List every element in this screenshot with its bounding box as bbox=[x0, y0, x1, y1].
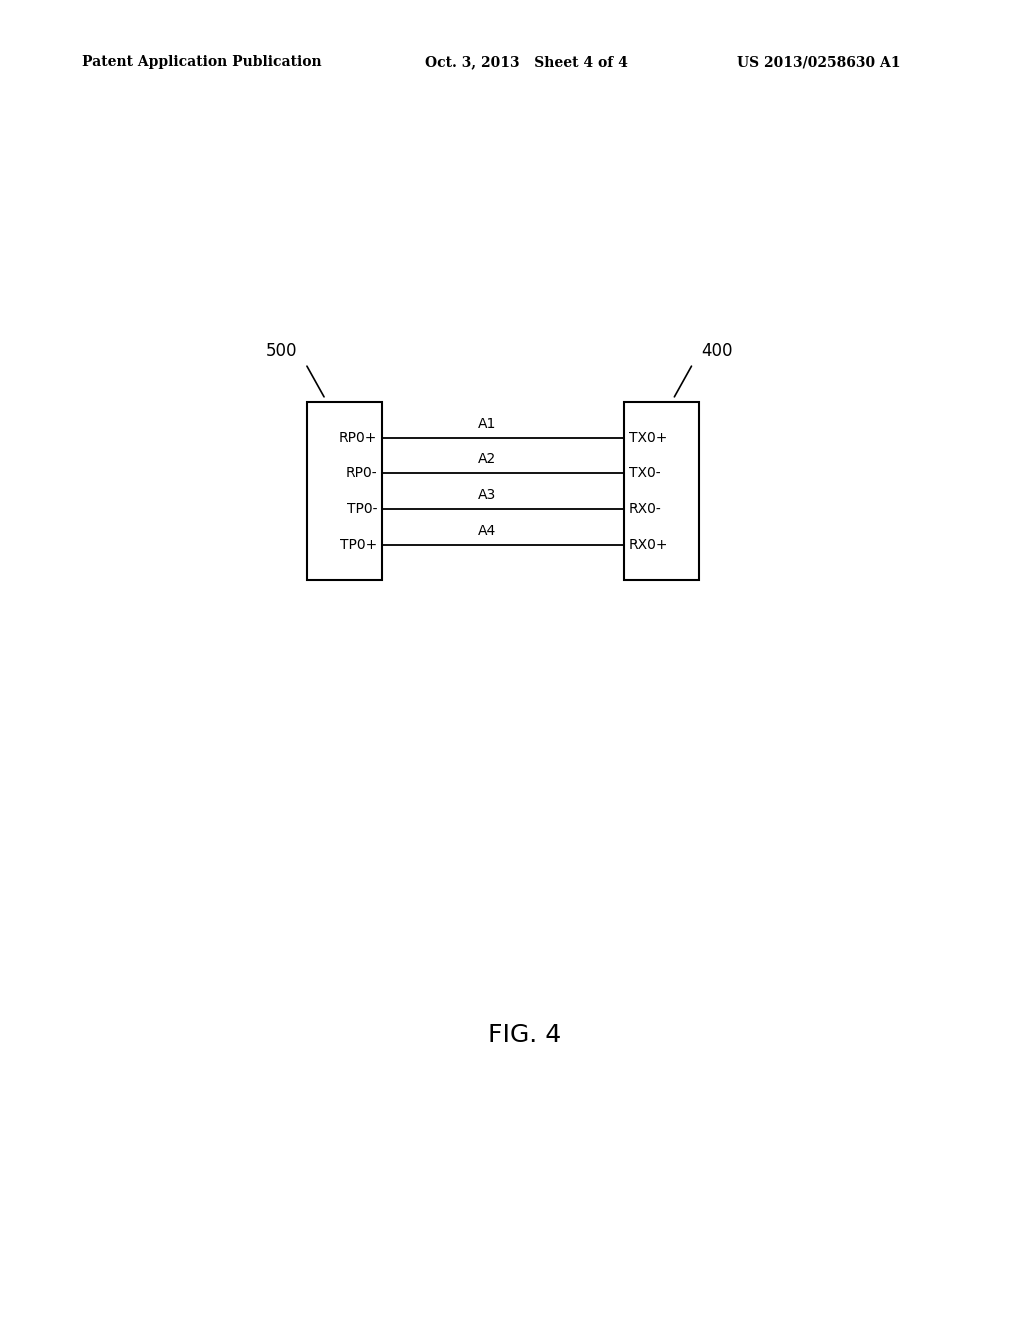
Text: TP0-: TP0- bbox=[347, 502, 377, 516]
Bar bbox=[624, 403, 699, 581]
Text: TX0-: TX0- bbox=[629, 466, 660, 480]
Text: Patent Application Publication: Patent Application Publication bbox=[82, 55, 322, 70]
Text: A1: A1 bbox=[478, 417, 497, 430]
Text: RP0+: RP0+ bbox=[339, 430, 377, 445]
Text: A2: A2 bbox=[478, 453, 497, 466]
Text: 500: 500 bbox=[266, 342, 297, 359]
Text: RX0+: RX0+ bbox=[629, 537, 669, 552]
Text: A3: A3 bbox=[478, 488, 497, 502]
Text: A4: A4 bbox=[478, 524, 497, 537]
Text: FIG. 4: FIG. 4 bbox=[488, 1023, 561, 1047]
Text: 400: 400 bbox=[700, 342, 732, 359]
Text: TP0+: TP0+ bbox=[340, 537, 377, 552]
Text: TX0+: TX0+ bbox=[629, 430, 668, 445]
Text: Oct. 3, 2013   Sheet 4 of 4: Oct. 3, 2013 Sheet 4 of 4 bbox=[425, 55, 628, 70]
Bar bbox=[306, 403, 382, 581]
Text: RX0-: RX0- bbox=[629, 502, 662, 516]
Text: US 2013/0258630 A1: US 2013/0258630 A1 bbox=[737, 55, 901, 70]
Text: RP0-: RP0- bbox=[345, 466, 377, 480]
